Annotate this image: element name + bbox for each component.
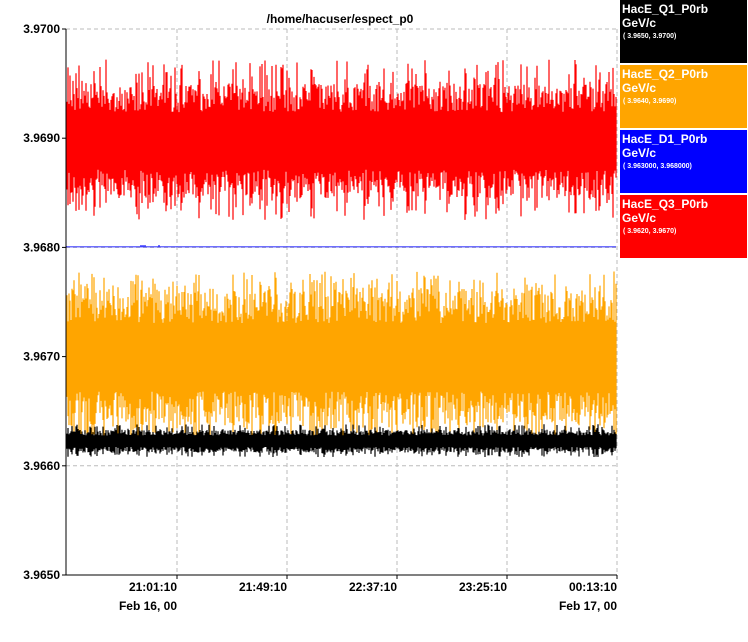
series-line — [66, 271, 617, 446]
legend-series-unit: GeV/c — [622, 211, 657, 225]
legend-series-unit: GeV/c — [622, 16, 657, 30]
strip-chart[interactable]: 3.9650 3.9660 3.9670 3.9680 3.9690 3.9700 21:0… — [0, 0, 620, 642]
legend-series-unit: GeV/c — [622, 146, 657, 160]
legend-entry-hace-q2-p0rb[interactable]: HacE_Q2_P0rb GeV/c ( 3.9640, 3.9690) — [620, 65, 747, 128]
legend-entry-hace-q1-p0rb[interactable]: HacE_Q1_P0rb GeV/c ( 3.9650, 3.9700) — [620, 0, 747, 63]
legend: HacE_Q1_P0rb GeV/c( 3.9650, 3.9700) HacE_Q… — [620, 0, 747, 260]
legend-series-range: ( 3.9620, 3.9670) — [623, 228, 677, 235]
x-tick-label: 21:01:10 — [129, 580, 177, 594]
series-layer — [66, 59, 617, 457]
series-hace-q2-p0rb — [66, 271, 617, 446]
y-tick-label: 3.9660 — [23, 459, 60, 473]
y-tick-label: 3.9690 — [23, 131, 60, 145]
x-date-label: Feb 17, 00 — [559, 599, 617, 613]
series-hace-q3-p0rb — [66, 59, 617, 220]
legend-series-name: HacE_Q3_P0rb — [622, 197, 709, 211]
legend-series-range: ( 3.9650, 3.9700) — [623, 33, 677, 40]
series-hace-d1-p0rb — [66, 245, 616, 248]
series-hace-q1-p0rb — [66, 424, 617, 457]
legend-series-name: HacE_Q2_P0rb — [622, 67, 709, 81]
series-line — [66, 424, 617, 457]
legend-series-range: ( 3.9640, 3.9690) — [623, 98, 677, 105]
y-tick-label: 3.9700 — [23, 22, 60, 36]
series-line — [66, 245, 616, 248]
axes: 3.9650 3.9660 3.9670 3.9680 3.9690 3.9700 21:0… — [23, 22, 618, 613]
legend-series-name: HacE_Q1_P0rb — [622, 2, 709, 16]
legend-entry-hace-d1-p0rb[interactable]: HacE_D1_P0rb GeV/c ( 3.963000, 3.968000) — [620, 130, 747, 193]
legend-series-unit: GeV/c — [622, 81, 657, 95]
legend-series-range: ( 3.963000, 3.968000) — [623, 163, 692, 170]
x-tick-label: 00:13:10 — [569, 580, 617, 594]
y-tick-label: 3.9680 — [23, 240, 60, 254]
series-line — [66, 59, 617, 220]
legend-series-name: HacE_D1_P0rb — [622, 132, 708, 146]
y-tick-label: 3.9650 — [23, 568, 60, 582]
y-tick-label: 3.9670 — [23, 350, 60, 364]
x-tick-label: 23:25:10 — [459, 580, 507, 594]
plot-title: /home/hacuser/espect_p0 — [266, 12, 414, 26]
legend-entry-hace-q3-p0rb[interactable]: HacE_Q3_P0rb GeV/c ( 3.9620, 3.9670) — [620, 195, 747, 258]
x-tick-label: 22:37:10 — [349, 580, 397, 594]
x-tick-label: 21:49:10 — [239, 580, 287, 594]
x-date-label: Feb 16, 00 — [119, 599, 177, 613]
